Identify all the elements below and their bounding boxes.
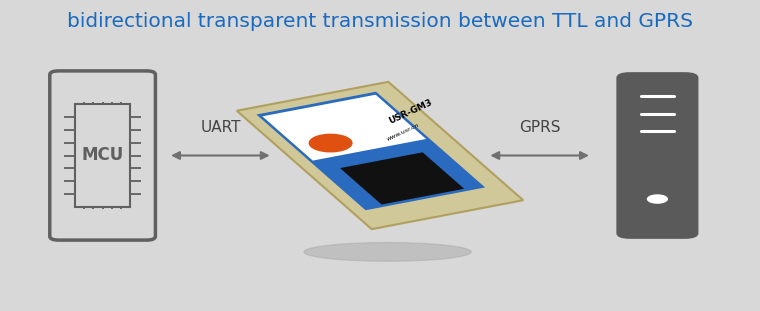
Circle shape — [648, 195, 667, 203]
FancyBboxPatch shape — [74, 104, 130, 207]
Text: USR-GM3: USR-GM3 — [387, 98, 434, 126]
Text: UART: UART — [200, 120, 241, 135]
Text: GPRS: GPRS — [519, 120, 560, 135]
FancyBboxPatch shape — [50, 71, 156, 240]
Polygon shape — [237, 82, 523, 229]
Text: bidirectional transparent transmission between TTL and GPRS: bidirectional transparent transmission b… — [67, 12, 693, 31]
Ellipse shape — [304, 243, 471, 261]
Text: MCU: MCU — [81, 146, 124, 165]
Text: www.usr.cn: www.usr.cn — [385, 123, 420, 142]
Polygon shape — [340, 152, 464, 205]
Polygon shape — [256, 92, 485, 210]
Polygon shape — [262, 95, 426, 160]
Circle shape — [309, 134, 352, 152]
FancyBboxPatch shape — [616, 72, 698, 239]
